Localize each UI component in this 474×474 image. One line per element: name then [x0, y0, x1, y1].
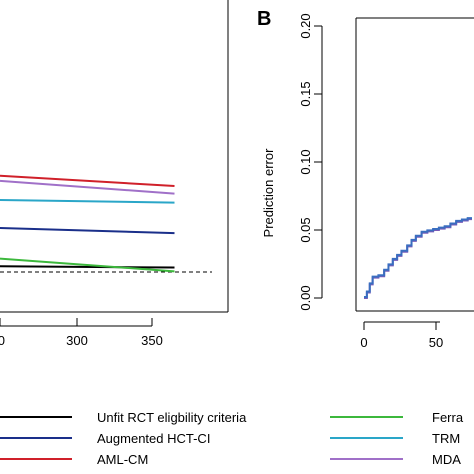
panel-b-plot: 0.00 0.05 0.10 0.15 0.20 0 50 [298, 13, 474, 350]
legend: Unfit RCT eligbility criteria Augmented H… [0, 410, 464, 467]
legend-label: Unfit RCT eligbility criteria [97, 410, 247, 425]
panel-b-y-tick-label: 0.10 [298, 149, 313, 174]
panel-b-series-line [364, 217, 472, 298]
legend-label: MDA [432, 452, 461, 467]
legend-label: AML-CM [97, 452, 148, 467]
panel-b-label: B [257, 8, 271, 30]
panel-a-x-tick-label: 350 [141, 333, 163, 348]
panel-a-x-tick-label: 300 [66, 333, 88, 348]
panel-a-series-line [0, 199, 175, 204]
panel-b-series-line-shadow [364, 218, 472, 299]
legend-label: Ferra [432, 410, 464, 425]
panel-b-x-tick-label: 0 [360, 335, 367, 350]
panel-b-y-tick-label: 0.20 [298, 13, 313, 38]
panel-a-x-tick-label: 0 [0, 333, 5, 348]
panel-b-y-axis-label: Prediction error [261, 148, 276, 238]
panel-a-series-line [0, 265, 175, 269]
panel-a-plot: 0 300 350 [0, 0, 229, 348]
panel-a-series-line [0, 257, 175, 273]
panel-b-x-tick-label: 50 [429, 335, 443, 350]
legend-label: Augmented HCT-CI [97, 431, 210, 446]
panel-a-series-line [0, 179, 175, 195]
legend-label: TRM [432, 431, 460, 446]
panel-b-y-tick-label: 0.15 [298, 81, 313, 106]
panel-b-y-tick-label: 0.00 [298, 285, 313, 310]
panel-b-y-tick-label: 0.05 [298, 217, 313, 242]
panel-a-series-line [0, 227, 175, 235]
panel-a-series-line [0, 174, 175, 187]
